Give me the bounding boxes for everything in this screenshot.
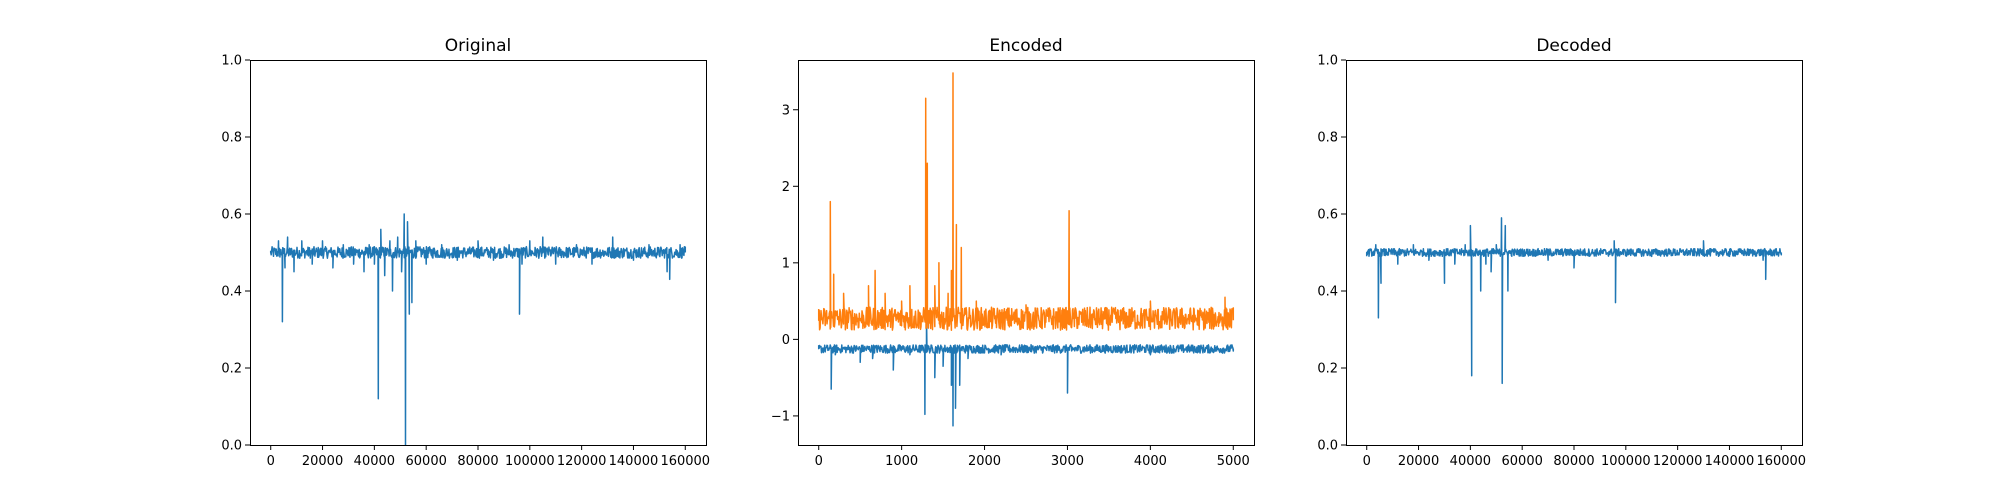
y-tick-label-decoded: 0.2 <box>1317 362 1338 377</box>
y-tick-label-encoded: 3 <box>782 103 790 118</box>
y-tick-label-encoded: 2 <box>782 180 790 195</box>
subplot-encoded: Encoded 0 1000 2000 3000 4000 5000 −1 0 1 2 3 <box>771 36 1255 469</box>
x-tick-label-original: 160000 <box>660 454 710 469</box>
x-tick-label-encoded: 5000 <box>1217 454 1250 469</box>
y-tick-label-original: 0.0 <box>221 439 242 454</box>
axes-decoded: 0 20000 40000 60000 80000 100000 120000 140000 1… <box>1317 54 1806 470</box>
x-tick-label-decoded: 20000 <box>1398 454 1439 469</box>
y-tick-label-decoded: 0.6 <box>1317 208 1338 223</box>
y-tick-label-encoded: −1 <box>771 409 790 424</box>
x-tick-label-encoded: 1000 <box>885 454 918 469</box>
y-tick-label-original: 0.8 <box>221 131 242 146</box>
y-tick-label-decoded: 0.4 <box>1317 285 1338 300</box>
plot-frame-encoded <box>798 60 1255 446</box>
y-tick-label-encoded: 0 <box>782 333 790 348</box>
y-tick-label-original: 1.0 <box>221 54 242 69</box>
x-tick-label-decoded: 0 <box>1363 454 1371 469</box>
plot-frame-decoded <box>1346 60 1803 446</box>
x-tick-label-original: 80000 <box>457 454 498 469</box>
x-tick-label-decoded: 160000 <box>1756 454 1806 469</box>
series-layer-decoded <box>1365 217 1783 385</box>
x-tick-label-decoded: 60000 <box>1502 454 1543 469</box>
plot-frame-original <box>250 60 707 446</box>
subplot-decoded: Decoded 0 20000 40000 60000 80000 100000 12000… <box>1317 36 1806 469</box>
y-tick-label-original: 0.6 <box>221 208 242 223</box>
series-line-encoded-2 <box>817 72 1235 331</box>
title-decoded: Decoded <box>1536 36 1611 56</box>
series-line-decoded-1 <box>1365 217 1783 385</box>
x-tick-label-original: 120000 <box>557 454 607 469</box>
x-tick-label-original: 140000 <box>609 454 659 469</box>
title-encoded: Encoded <box>989 36 1062 56</box>
x-tick-label-encoded: 2000 <box>968 454 1001 469</box>
x-tick-label-decoded: 40000 <box>1450 454 1491 469</box>
y-tick-label-decoded: 1.0 <box>1317 54 1338 69</box>
series-layer-encoded <box>817 72 1235 427</box>
y-tick-label-decoded: 0.8 <box>1317 131 1338 146</box>
x-tick-label-original: 60000 <box>406 454 447 469</box>
subplot-original: Original 0 20000 40000 60000 80000 100000 1200… <box>221 36 710 469</box>
x-tick-label-original: 100000 <box>505 454 555 469</box>
series-layer-original <box>269 213 687 446</box>
axes-original: 0 20000 40000 60000 80000 100000 120000 140000 1… <box>221 54 710 470</box>
title-original: Original <box>445 36 512 56</box>
y-tick-label-original: 0.2 <box>221 362 242 377</box>
x-tick-label-encoded: 0 <box>815 454 823 469</box>
y-tick-label-decoded: 0.0 <box>1317 439 1338 454</box>
series-line-encoded-1 <box>817 315 1235 427</box>
axes-encoded: 0 1000 2000 3000 4000 5000 −1 0 1 2 3 <box>771 103 1250 469</box>
x-tick-label-original: 20000 <box>302 454 343 469</box>
x-tick-label-original: 40000 <box>354 454 395 469</box>
x-tick-label-decoded: 100000 <box>1601 454 1651 469</box>
x-tick-label-encoded: 4000 <box>1134 454 1167 469</box>
x-tick-label-decoded: 80000 <box>1553 454 1594 469</box>
y-tick-label-original: 0.4 <box>221 285 242 300</box>
x-tick-label-original: 0 <box>267 454 275 469</box>
x-tick-label-decoded: 140000 <box>1705 454 1755 469</box>
x-tick-label-decoded: 120000 <box>1653 454 1703 469</box>
x-tick-label-encoded: 3000 <box>1051 454 1084 469</box>
series-line-original-1 <box>269 213 687 446</box>
y-tick-label-encoded: 1 <box>782 256 790 271</box>
